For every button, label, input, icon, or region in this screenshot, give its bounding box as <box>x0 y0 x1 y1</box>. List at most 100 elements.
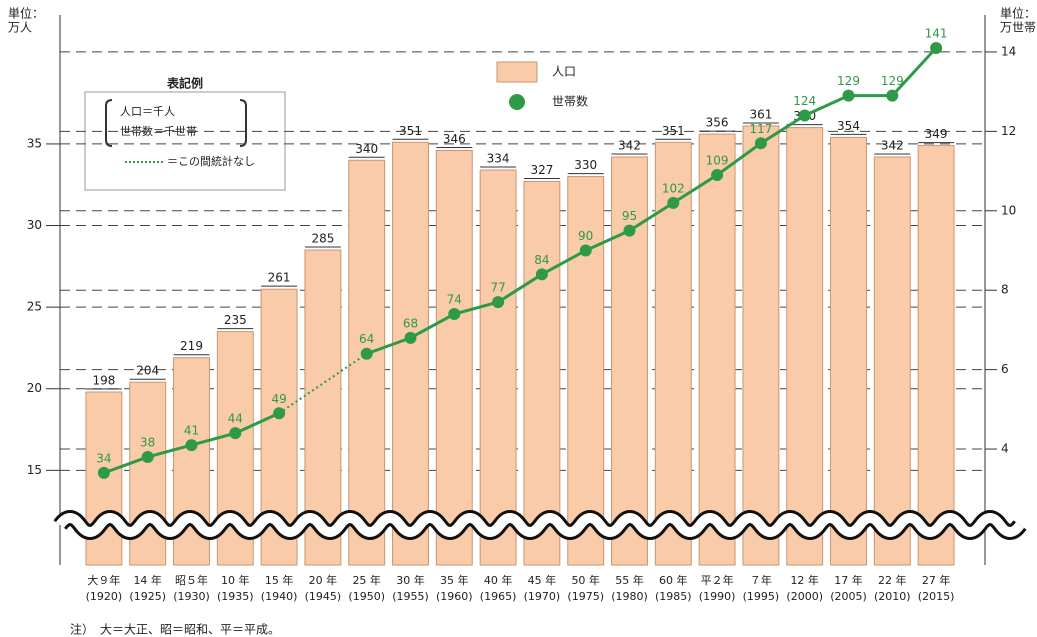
y2-tick-label: 6 <box>1001 362 1009 376</box>
footnote: 注） 大＝大正、昭＝昭和、平＝平成。 <box>70 622 280 637</box>
line-label: 95 <box>622 209 637 223</box>
line-label: 41 <box>184 424 199 438</box>
note-title: 表記例 <box>166 76 203 91</box>
line-label: 84 <box>534 253 549 267</box>
x-tick-label: (1920) <box>86 590 123 603</box>
legend-label: 人口 <box>552 65 576 79</box>
x-tick-label: (2010) <box>874 590 911 603</box>
y2-tick-label: 4 <box>1001 442 1009 456</box>
x-tick-label: (1980) <box>611 590 648 603</box>
x-tick-label: (2000) <box>786 590 823 603</box>
marker <box>623 224 636 237</box>
marker <box>273 407 286 420</box>
bar <box>830 136 867 566</box>
legend-label: 世帯数 <box>552 94 588 109</box>
bar <box>786 127 824 566</box>
bar-label: 285 <box>311 232 334 246</box>
x-tick-label: 55 年 <box>615 573 644 587</box>
line-label: 129 <box>881 74 904 88</box>
note-box <box>84 91 286 191</box>
marker <box>229 427 242 440</box>
bar-label: 334 <box>487 152 510 166</box>
bar-label: 361 <box>749 107 772 121</box>
y2-tick-label: 14 <box>1001 44 1016 58</box>
line-label: 77 <box>490 281 505 295</box>
line-label: 64 <box>359 332 374 346</box>
x-tick-label: 60 年 <box>659 573 688 587</box>
line-label: 117 <box>749 122 772 136</box>
note-line: 人口＝千人 <box>120 105 175 118</box>
bar-label: 346 <box>443 132 466 146</box>
x-tick-label: 27 年 <box>922 573 951 587</box>
bar <box>654 141 692 566</box>
marker <box>360 347 373 360</box>
bar-label: 340 <box>355 142 378 156</box>
x-tick-label: 平２年 <box>701 573 734 587</box>
y-tick-label: 30 <box>27 218 42 232</box>
x-tick-label: (1940) <box>261 590 298 603</box>
note-line: ＝この間統計なし <box>167 154 255 168</box>
x-tick-label: (1965) <box>480 590 517 603</box>
line-label: 90 <box>578 229 593 243</box>
x-tick-label: 40 年 <box>484 573 513 587</box>
line-label: 124 <box>793 94 816 108</box>
bar-label: 198 <box>92 374 115 388</box>
x-tick-label: 35 年 <box>440 573 469 587</box>
bar-label: 351 <box>399 124 422 138</box>
x-tick-label: 30 年 <box>396 573 425 587</box>
line-label: 68 <box>403 316 418 330</box>
x-tick-label: 14 年 <box>133 573 162 587</box>
line-label: 34 <box>96 451 111 465</box>
line-label: 102 <box>662 181 685 195</box>
line-label: 38 <box>140 435 155 449</box>
x-tick-label: (1990) <box>699 590 736 603</box>
marker <box>535 268 548 281</box>
y2-tick-label: 12 <box>1001 124 1016 138</box>
y2-label: 万世帯 <box>1000 21 1036 35</box>
x-tick-label: (1970) <box>524 590 561 603</box>
marker <box>930 41 943 54</box>
x-tick-label: ７年 <box>750 573 772 587</box>
y-tick-label: 35 <box>27 136 42 150</box>
x-tick-label: (1925) <box>129 590 166 603</box>
bar <box>742 125 780 566</box>
x-tick-label: 15 年 <box>265 573 294 587</box>
note-bracket <box>105 99 247 147</box>
marker <box>97 466 110 479</box>
x-tick-label: 12 年 <box>790 573 819 587</box>
x-tick-label: 25 年 <box>352 573 381 587</box>
bar-label: 261 <box>268 271 291 285</box>
line-label: 109 <box>706 154 729 168</box>
x-tick-label: 22 年 <box>878 573 907 587</box>
y2-tick-label: 8 <box>1001 283 1009 297</box>
line-label: 49 <box>271 392 286 406</box>
x-tick-label: (1935) <box>217 590 254 603</box>
marker <box>842 89 855 102</box>
legend-swatch <box>496 61 538 83</box>
x-tick-label: 20 年 <box>309 573 338 587</box>
x-tick-label: (1975) <box>567 590 604 603</box>
y-label: 万人 <box>8 21 32 35</box>
legend-swatch <box>509 94 525 110</box>
bar-label: 354 <box>837 119 860 133</box>
bar-label: 235 <box>224 313 247 327</box>
bar-label: 349 <box>925 127 948 141</box>
x-tick-label: 10 年 <box>221 573 250 587</box>
bar <box>392 141 429 566</box>
x-tick-label: (1950) <box>348 590 385 603</box>
bar-label: 351 <box>662 124 685 138</box>
line-label: 44 <box>228 412 243 426</box>
marker <box>492 296 505 309</box>
bar <box>567 176 605 566</box>
marker <box>141 450 154 463</box>
x-tick-label: 大９年 <box>87 573 120 587</box>
marker <box>798 109 811 122</box>
bar-label: 342 <box>618 138 641 152</box>
x-tick-label: (1995) <box>743 590 780 603</box>
x-tick-label: (2015) <box>918 590 955 603</box>
marker <box>667 196 680 209</box>
bar <box>873 156 911 566</box>
x-tick-label: (1955) <box>392 590 429 603</box>
marker <box>448 308 461 321</box>
